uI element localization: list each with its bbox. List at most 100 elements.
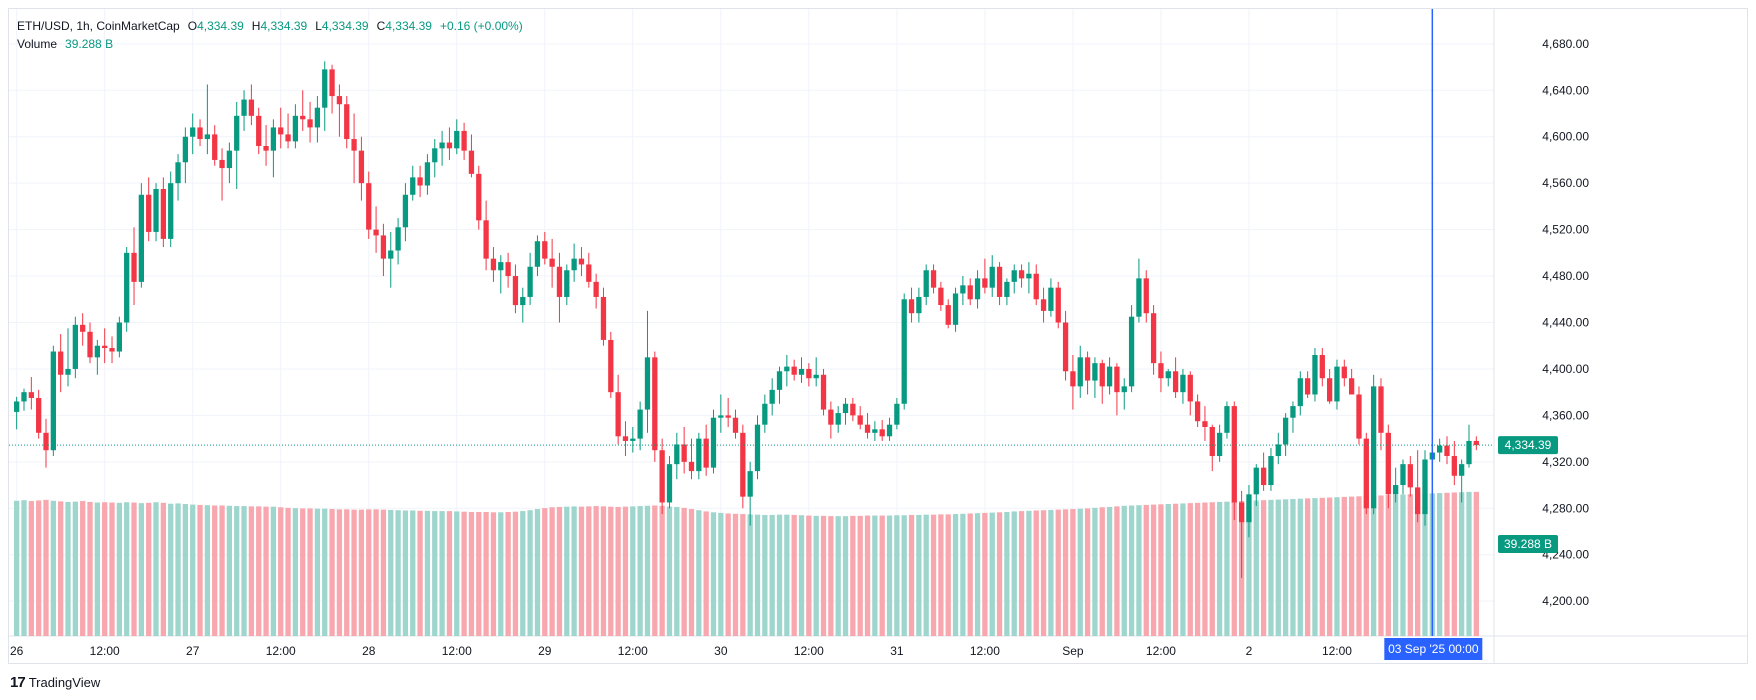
volume-bar — [798, 515, 805, 636]
volume-bar — [1275, 499, 1281, 636]
volume-bar — [710, 512, 717, 636]
volume-bar — [344, 509, 350, 636]
candle-body — [1114, 366, 1120, 393]
candle-body — [842, 403, 849, 414]
volume-bar — [1114, 506, 1120, 636]
volume-bar — [146, 502, 152, 636]
candle-body — [886, 424, 893, 437]
time-tick-label: 12:00 — [794, 644, 824, 658]
candle-body — [65, 368, 71, 375]
volume-bar — [747, 514, 753, 636]
candle-body — [1451, 456, 1457, 476]
candle-body — [278, 127, 284, 135]
candle-body — [204, 134, 211, 140]
volume-bar — [1473, 491, 1479, 636]
candle-body — [1275, 444, 1281, 457]
symbol-title[interactable]: ETH/USD, 1h, CoinMarketCap — [17, 19, 180, 33]
candle-body — [1312, 355, 1318, 395]
candle-body — [1011, 270, 1017, 282]
price-tick-label: 4,280.00 — [1542, 501, 1589, 515]
candle-body — [791, 366, 797, 375]
candle-body — [197, 127, 203, 140]
candle-body — [835, 413, 841, 425]
volume-bar — [1092, 507, 1098, 636]
volume-bar — [813, 515, 819, 636]
candle-body — [960, 285, 966, 294]
volume-bar — [666, 506, 673, 636]
candle-body — [608, 339, 614, 393]
candle-body — [754, 424, 761, 472]
candle-body — [820, 374, 827, 410]
candle-body — [1209, 427, 1215, 457]
volume-bar — [806, 515, 812, 636]
candle-body — [681, 444, 687, 462]
volume-bar — [1422, 493, 1428, 636]
volume-bar — [1393, 494, 1399, 636]
candle-body — [512, 276, 519, 306]
volume-bar — [1341, 496, 1347, 636]
volume-bar — [380, 509, 387, 636]
volume-bar — [102, 502, 108, 636]
candle-body — [1238, 502, 1245, 523]
price-tick-label: 4,200.00 — [1542, 594, 1589, 608]
candle-body — [1400, 464, 1406, 486]
volume-bar — [1011, 511, 1017, 636]
volume-bar — [461, 511, 467, 636]
volume-bar — [571, 506, 577, 636]
candle-body — [1033, 273, 1039, 300]
time-tick-label: 12:00 — [90, 644, 120, 658]
volume-bar — [14, 500, 20, 636]
candle-series — [14, 61, 1479, 578]
volume-value: 39.288 B — [65, 37, 114, 51]
candle-body — [1092, 363, 1098, 381]
price-tick-label: 4,400.00 — [1542, 362, 1589, 376]
candle-body — [124, 252, 130, 323]
open-key: O — [187, 19, 198, 33]
candle-body — [923, 270, 929, 297]
candle-body — [879, 429, 885, 437]
volume-bar — [43, 499, 49, 636]
volume-bar — [1297, 498, 1303, 636]
volume-bar — [109, 502, 115, 636]
time-tick-label: 12:00 — [1146, 644, 1176, 658]
candle-body — [1341, 366, 1347, 379]
volume-bar — [263, 506, 269, 636]
candle-body — [644, 357, 651, 410]
volume-bar — [740, 514, 746, 636]
candle-body — [102, 345, 108, 349]
candle-body — [1143, 278, 1149, 314]
candle-body — [1158, 363, 1164, 379]
volume-bar — [600, 506, 607, 636]
candle-body — [776, 371, 783, 390]
candle-body — [226, 150, 233, 169]
volume-bar — [1356, 496, 1362, 636]
candle-body — [212, 134, 218, 160]
candle-body — [813, 374, 819, 379]
volume-bar — [593, 506, 599, 636]
candle-body — [637, 409, 643, 439]
candle-body — [366, 183, 372, 230]
volume-bar — [1466, 491, 1472, 636]
volume-bar — [703, 511, 709, 636]
candle-body — [307, 119, 313, 128]
tradingview-brand[interactable]: 17 TradingView — [10, 674, 100, 691]
candle-body — [248, 99, 255, 116]
low-value: 4,334.39 — [321, 19, 369, 33]
candle-body — [1437, 445, 1443, 453]
volume-bar — [124, 502, 130, 636]
volume-bar — [688, 509, 695, 636]
price-tick-label: 4,600.00 — [1542, 130, 1589, 144]
volume-bar — [182, 504, 189, 636]
volume-label[interactable]: Volume — [17, 37, 58, 51]
candle-body — [740, 432, 746, 497]
candle-body — [1326, 378, 1333, 402]
candle-body — [747, 471, 753, 497]
volume-bar — [454, 511, 460, 636]
candle-body — [703, 438, 709, 468]
candle-body — [28, 392, 34, 398]
volume-bar — [512, 511, 519, 636]
candle-body — [505, 262, 511, 277]
time-tick-label: 27 — [186, 644, 200, 658]
volume-bar — [615, 506, 621, 636]
